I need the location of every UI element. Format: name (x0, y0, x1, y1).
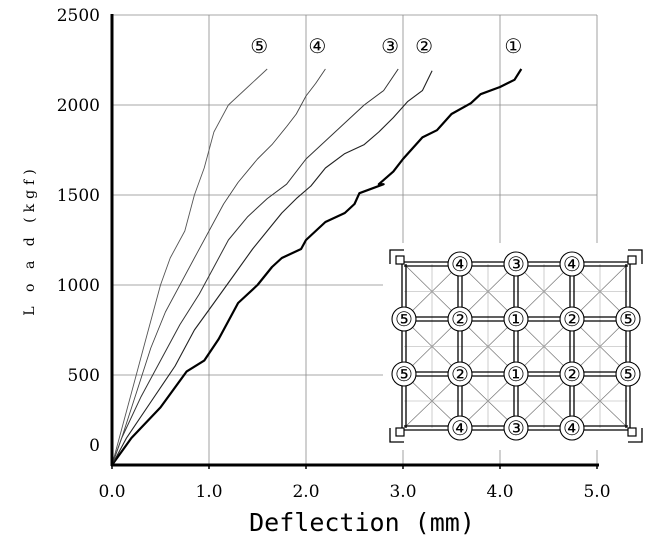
inset-diagram: ④ ③ ④ ⑤ ② ① ② ⑤ ⑤ ② ① ② ⑤ ④ ③ ④ (383, 243, 645, 450)
series-line-1 (111, 68, 523, 466)
inset-support (395, 255, 405, 265)
series-labels: ① ②③ ④ ⑤ (250, 34, 522, 58)
inset-label-row3-circle (615, 361, 641, 387)
inset-support (395, 427, 405, 437)
inset-label-bottom: ④ (563, 416, 581, 440)
inset-label-bottom: ③ (507, 416, 525, 440)
inset-label-row2-circle (447, 306, 473, 332)
inset-support (628, 428, 643, 443)
inset-support (628, 249, 643, 264)
inset-label-row3: ⑤ (395, 362, 413, 386)
inset-support (627, 427, 637, 437)
inset-label-row2: ⑤ (395, 307, 413, 331)
x-tick-label: 4.0 (486, 482, 513, 502)
x-tick-label: 3.0 (389, 482, 416, 502)
inset-label-top: ③ (507, 252, 525, 276)
y-tick-label: 1500 (57, 186, 100, 206)
x-axis-label: Deflection (mm) (249, 508, 475, 537)
inset-label-bottom-circle (447, 415, 473, 441)
inset-label-row2-circle (559, 306, 585, 332)
inset-label-row2-circle (615, 306, 641, 332)
inset-support (627, 255, 637, 265)
inset-label-bottom-circle (559, 415, 585, 441)
inset-label-top-circle (503, 251, 529, 277)
inset-label-row3: ② (451, 362, 469, 386)
inset-label-top: ④ (451, 252, 469, 276)
x-tick-label: 1.0 (195, 482, 222, 502)
series-line-3 (111, 68, 399, 466)
inset-label-row3: ② (563, 362, 581, 386)
series-label-5: ⑤ (250, 34, 268, 58)
inset-label-row2: ⑤ (619, 307, 637, 331)
inset-support (389, 428, 404, 443)
inset-label-top-circle (559, 251, 585, 277)
inset-label-top: ④ (563, 252, 581, 276)
inset-label-row3-circle (503, 361, 529, 387)
tick-labels: 0.0 1.0 2.0 3.0 4.0 5.0 0 500 1000 1500 2000 2500 (57, 6, 611, 502)
inset-label-row3-circle (447, 361, 473, 387)
inset-label-top-circle (447, 251, 473, 277)
inset-label-row3-circle (559, 361, 585, 387)
series-lines (111, 68, 523, 466)
inset-label-row2-circle (503, 306, 529, 332)
x-tick-label: 2.0 (292, 482, 319, 502)
series-line-2 (111, 70, 433, 466)
y-tick-label: 2000 (57, 96, 100, 116)
series-label-4: ④ (308, 34, 326, 58)
series-line-5 (111, 68, 268, 466)
inset-support (389, 249, 404, 264)
series-line-4 (111, 68, 326, 466)
inset-label-row2: ② (451, 307, 469, 331)
axes (110, 14, 599, 467)
x-tick-label: 0.0 (98, 482, 125, 502)
inset-label-row2-circle (391, 306, 417, 332)
grid-lines (112, 14, 598, 465)
inset-label-row3-circle (391, 361, 417, 387)
series-label-2: ② (415, 34, 433, 58)
x-tick-label: 5.0 (583, 482, 610, 502)
inset-label-row3: ① (507, 362, 525, 386)
y-tick-label: 0 (89, 436, 100, 456)
y-axis-label: L o a d (kgf) (22, 164, 38, 315)
inset-label-row3: ⑤ (619, 362, 637, 386)
series-label-3: ③ (381, 34, 399, 58)
inset-label-bottom-circle (503, 415, 529, 441)
inset-label-bottom: ④ (451, 416, 469, 440)
y-tick-label: 1000 (57, 276, 100, 296)
y-tick-label: 2500 (57, 6, 100, 26)
inset-label-row2: ② (563, 307, 581, 331)
series-label-1: ① (504, 34, 522, 58)
inset-label-row2: ① (507, 307, 525, 331)
y-tick-label: 500 (68, 366, 100, 386)
